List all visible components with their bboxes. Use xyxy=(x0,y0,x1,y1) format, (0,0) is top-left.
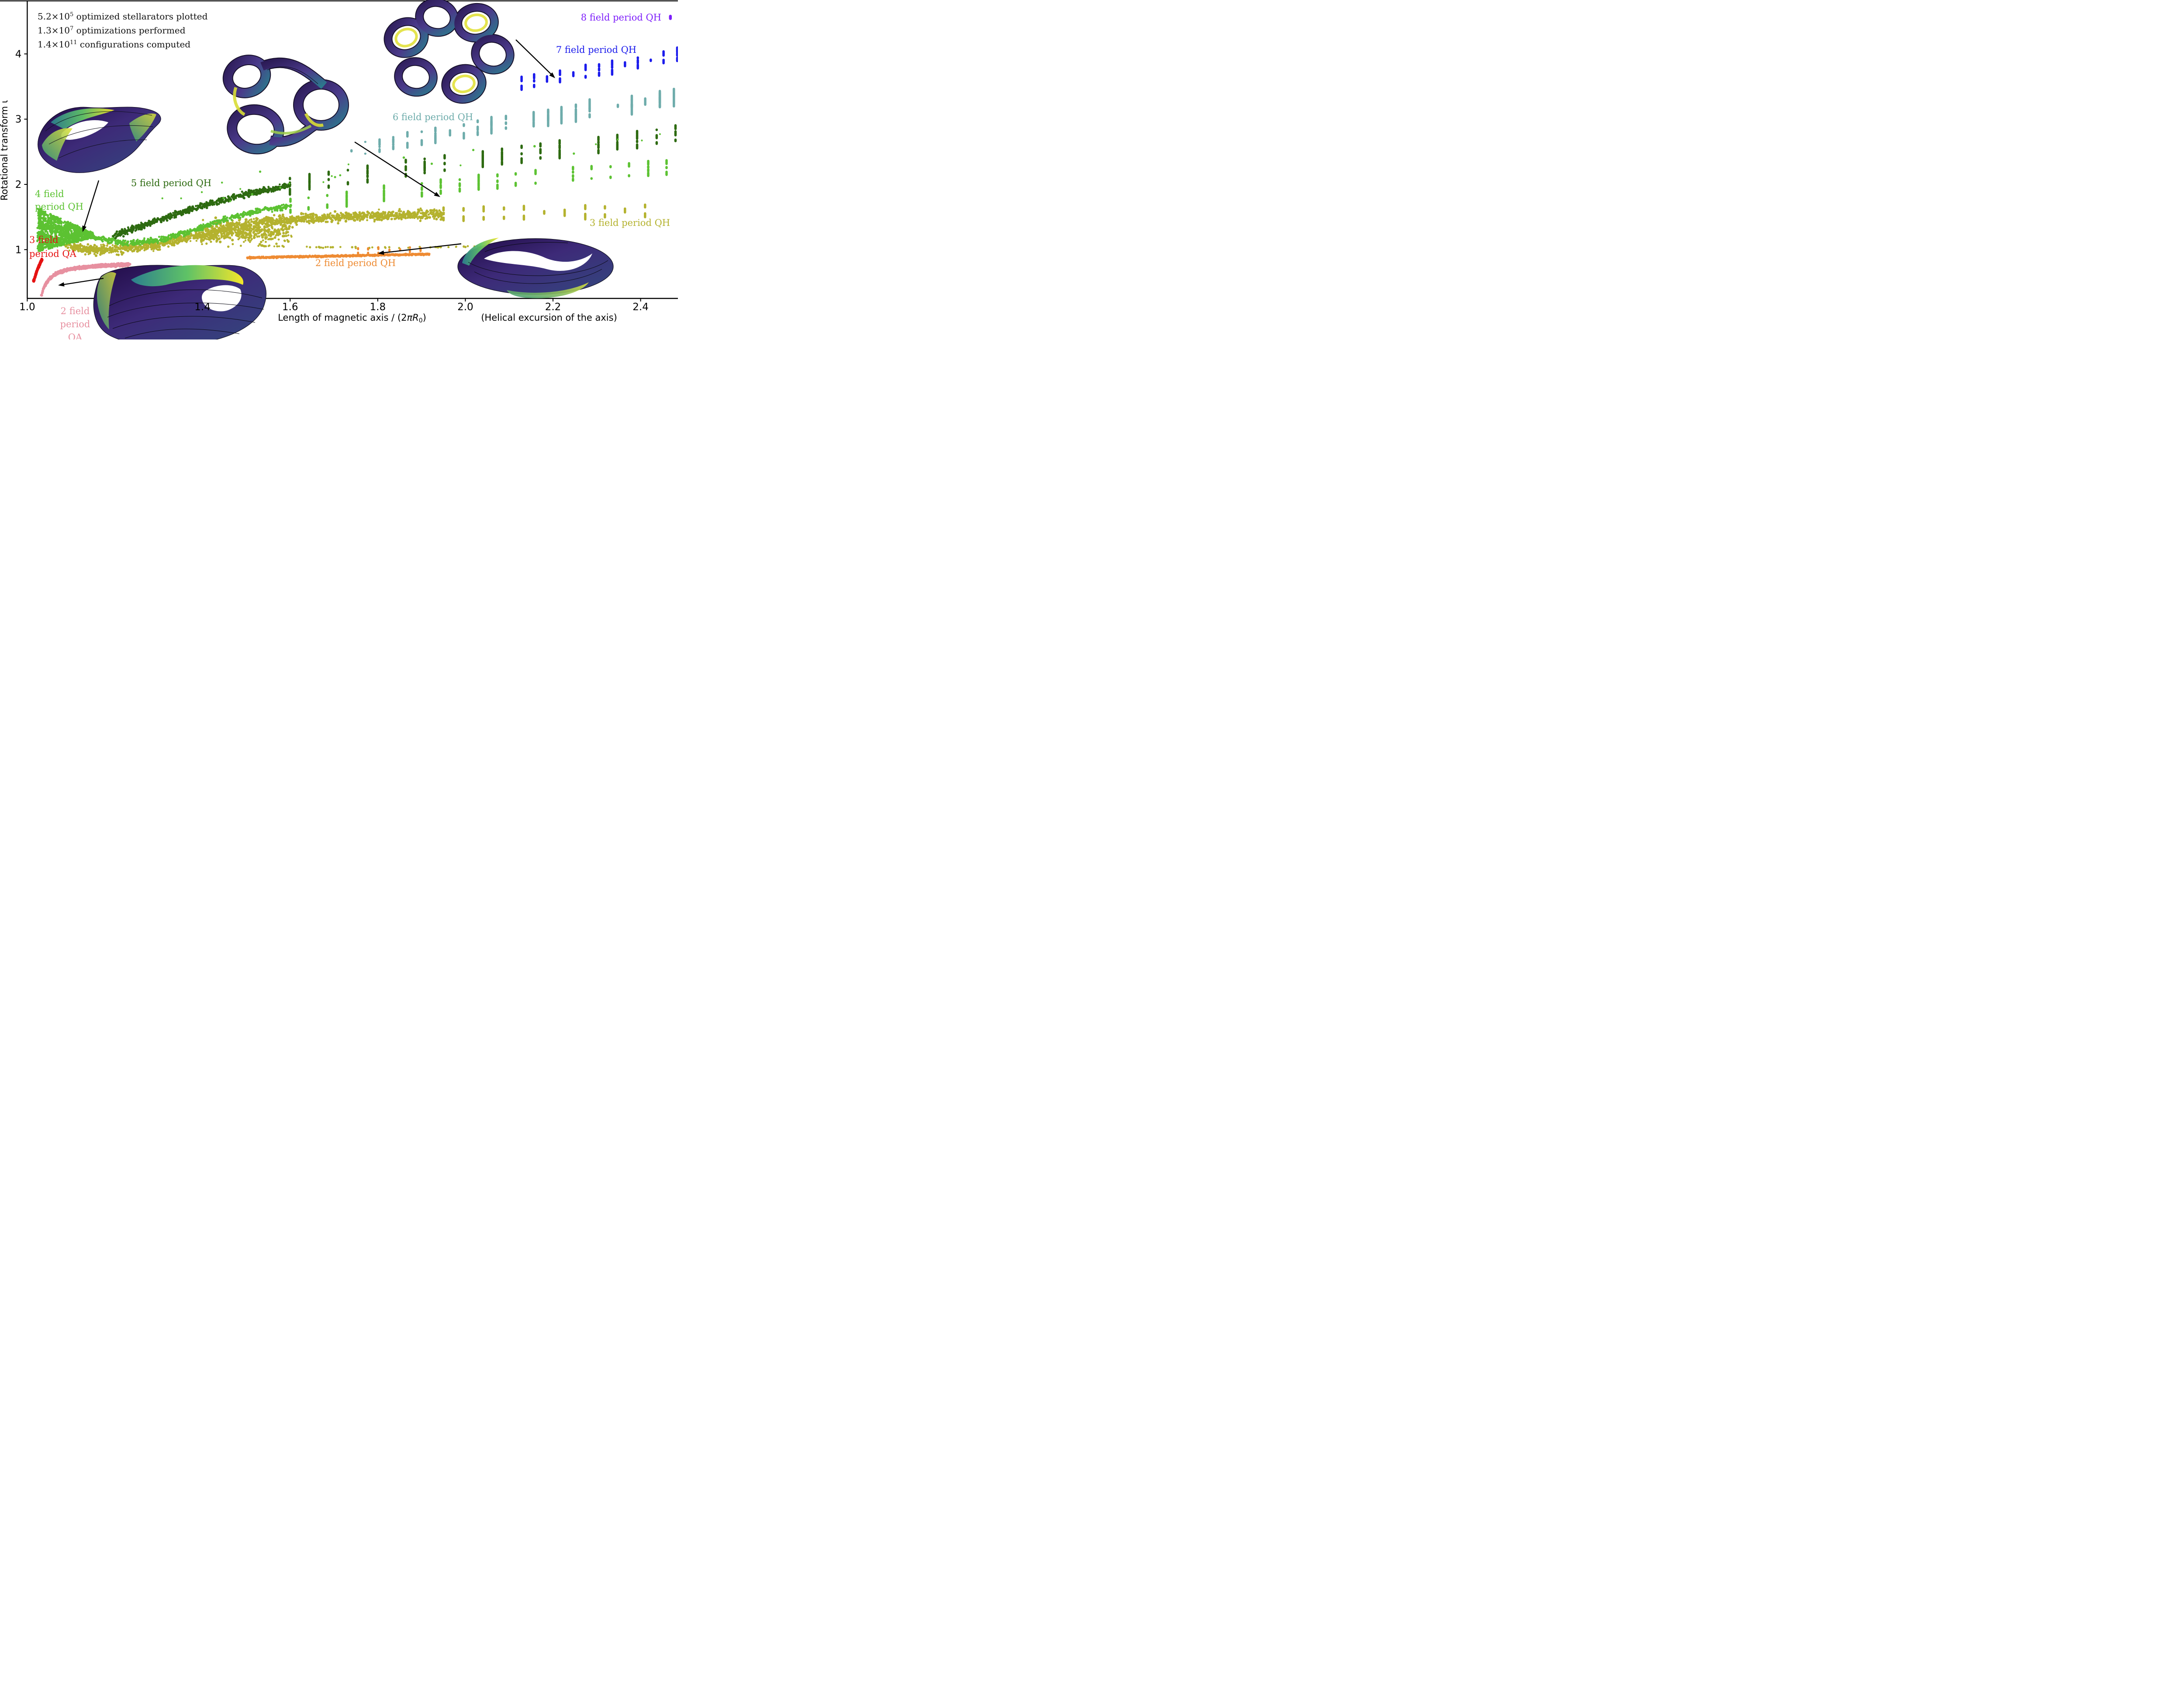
stats-annotation: 5.2×105 optimized stellarators plotted 1… xyxy=(38,9,207,51)
x-tick-label-2.0: 2.0 xyxy=(457,301,473,313)
figure: 1.0 1.4 1.6 1.8 2.0 2.2 2.4 4 3 2 1 Length of magn… xyxy=(0,0,678,339)
arrow-to-7fp-series xyxy=(515,39,555,78)
x-axis-title-secondary: (Helical excursion of the axis) xyxy=(481,312,617,323)
x-tick-label-1.0: 1.0 xyxy=(19,301,35,313)
y-tick-label-3: 3 xyxy=(15,114,22,125)
x-tick-label-1.8: 1.8 xyxy=(370,301,386,313)
label-5-field-period-qh: 5 field period QH xyxy=(131,178,211,188)
arrow-to-2fp-qa-curve xyxy=(58,277,104,287)
label-3-field-period-qh: 3 field period QH xyxy=(590,218,670,228)
axis-titles: Length of magnetic axis / (2πR0) (Helical… xyxy=(0,100,617,324)
x-tick-label-2.2: 2.2 xyxy=(545,301,561,313)
stellarator-render-top-cluster xyxy=(384,0,515,104)
y-tick-label-1: 1 xyxy=(15,244,22,256)
label-4-field-period-qh: 4 field period QH xyxy=(35,189,83,212)
arrow-to-lightgreen-band xyxy=(354,141,440,197)
stellarator-render-bottom-left-horn xyxy=(93,265,266,339)
arrow-to-2fp-qh-line xyxy=(378,243,462,255)
label-3-field-period-qa: 3 field period QA xyxy=(29,235,77,259)
tick-labels: 1.0 1.4 1.6 1.8 2.0 2.2 2.4 4 3 2 1 xyxy=(15,48,649,313)
stats-line-2: 1.3×107 optimizations performed xyxy=(38,25,186,36)
label-8-field-period-qh: 8 field period QH xyxy=(581,12,661,23)
plot-overlay: 1.0 1.4 1.6 1.8 2.0 2.2 2.4 4 3 2 1 Length of magn… xyxy=(0,0,678,339)
stellarator-render-left-ribbon xyxy=(38,107,161,173)
y-axis-title: Rotational transform ι xyxy=(0,100,10,201)
stellarator-render-center-pretzel xyxy=(222,55,349,155)
x-tick-label-2.4: 2.4 xyxy=(632,301,649,313)
label-7-field-period-qh: 7 field period QH xyxy=(556,45,636,55)
label-2-field-period-qh: 2 field period QH xyxy=(315,258,396,268)
y-tick-label-2: 2 xyxy=(15,179,22,190)
render-hole xyxy=(61,120,108,140)
render-hole xyxy=(484,251,592,271)
stats-line-1: 5.2×105 optimized stellarators plotted xyxy=(38,11,208,22)
arrow-to-4fp-wedge xyxy=(82,180,100,232)
stellarator-renders xyxy=(38,0,614,339)
label-6-field-period-qh: 6 field period QH xyxy=(393,112,473,122)
stats-line-3: 1.4×1011 configurations computed xyxy=(38,39,191,50)
annotation-arrows xyxy=(58,39,555,287)
stellarator-render-bottom-right-band xyxy=(457,238,614,298)
x-tick-label-1.4: 1.4 xyxy=(194,301,211,313)
y-tick-label-4: 4 xyxy=(15,48,22,60)
label-2-field-period-qa: 2 field period QA xyxy=(60,306,90,339)
series-labels: 8 field period QH 7 field period QH 6 fiel… xyxy=(29,12,670,339)
x-tick-label-1.6: 1.6 xyxy=(282,301,298,313)
axis-ticks xyxy=(24,53,641,301)
x-axis-title: Length of magnetic axis / (2πR0) xyxy=(278,312,426,324)
